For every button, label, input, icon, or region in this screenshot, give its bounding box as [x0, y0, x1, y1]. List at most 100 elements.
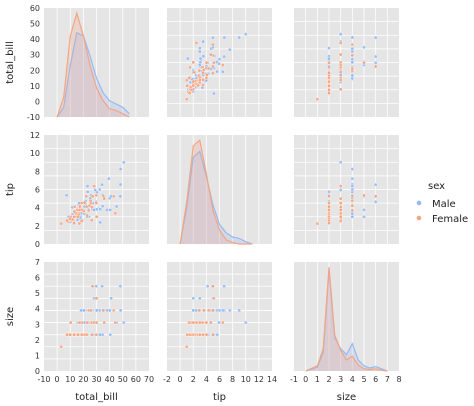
point-female [79, 332, 84, 337]
point-male [98, 220, 103, 225]
point-female [315, 221, 320, 226]
point-male [237, 308, 242, 313]
point-female [89, 218, 94, 223]
y-tick-label: 4 [35, 305, 40, 314]
point-female [184, 78, 189, 83]
panel-size-vs-tip: -2 0 2 4 6 8 10 12 14 [163, 262, 277, 384]
point-male [210, 35, 215, 40]
point-female [65, 218, 69, 223]
point-male [217, 57, 222, 62]
point-male [222, 54, 227, 59]
point-female [362, 193, 366, 198]
point-female [327, 201, 331, 205]
point-male [327, 46, 331, 50]
point-female [65, 332, 69, 337]
point-female [220, 63, 225, 67]
point-male [118, 182, 123, 187]
point-female [211, 60, 216, 65]
y-tick-label: 12 [30, 131, 40, 140]
point-male [201, 39, 206, 44]
point-male [215, 69, 220, 74]
kde-line-female [179, 139, 253, 245]
x-axis-label-size: size [337, 392, 356, 403]
point-female [327, 83, 331, 88]
point-male [185, 56, 190, 61]
point-female [84, 194, 89, 199]
y-tick-label: -10 [27, 113, 40, 122]
point-female [338, 196, 343, 201]
point-female [362, 60, 366, 65]
point-female [76, 214, 81, 219]
point-female [90, 205, 94, 210]
x-tick-label: 10 [65, 375, 75, 384]
point-female [197, 320, 202, 325]
x-axis-label-tip: tip [213, 392, 226, 403]
x-tick-label: 0 [178, 375, 183, 384]
point-male [108, 207, 113, 212]
point-male [85, 184, 90, 189]
point-male [93, 188, 98, 192]
point-female [196, 83, 201, 88]
point-female [90, 284, 95, 289]
point-male [118, 167, 123, 172]
point-female [327, 75, 331, 80]
point-male [205, 284, 210, 289]
point-female [90, 194, 95, 199]
point-male [362, 207, 366, 212]
x-tick-label: -2 [163, 375, 171, 384]
point-female [338, 207, 343, 212]
legend-label-male: Male [432, 199, 456, 210]
legend-marker-male [416, 200, 422, 206]
point-male [373, 54, 378, 59]
point-male [85, 189, 90, 194]
kde-area-male [180, 151, 253, 244]
point-male [373, 182, 378, 187]
y-tick-label: 6 [35, 186, 40, 195]
x-tick-label: 12 [254, 375, 264, 384]
y-tick-label: 50 [30, 20, 40, 29]
x-tick-label: 0 [55, 375, 60, 384]
x-tick-label: 10 [241, 375, 251, 384]
point-female [184, 344, 189, 349]
point-female [191, 79, 196, 84]
y-tick-label: 20 [30, 66, 40, 75]
point-female [77, 221, 82, 226]
x-tick-label: 6 [217, 375, 222, 384]
point-male [350, 35, 355, 40]
point-male [94, 308, 99, 313]
point-female [327, 60, 331, 65]
point-male [373, 60, 378, 65]
y-tick-label: 40 [30, 35, 40, 44]
panel-tip-vs-tip [167, 135, 272, 245]
x-tick-label: 6 [373, 375, 378, 384]
point-female [189, 88, 194, 92]
point-male [94, 284, 99, 289]
point-female [185, 83, 190, 88]
y-tick-label: 30 [30, 51, 40, 60]
point-female [68, 320, 73, 325]
point-female [86, 208, 91, 213]
point-female [338, 60, 343, 65]
point-female [94, 201, 99, 205]
point-female [59, 221, 64, 226]
point-male [362, 45, 366, 50]
y-axis-label-total_bill: total_bill [5, 41, 16, 84]
y-tick-label: 3 [35, 320, 40, 329]
x-tick-label: 1 [315, 375, 320, 384]
point-male [191, 308, 196, 313]
point-female [338, 52, 343, 57]
panel-total_bill-vs-tip [167, 8, 272, 117]
point-female [338, 41, 343, 45]
legend-title: sex [428, 181, 445, 192]
point-female [327, 220, 331, 225]
x-tick-label: 30 [91, 375, 101, 384]
point-female [350, 208, 355, 213]
point-male [197, 63, 202, 67]
point-female [327, 65, 331, 70]
x-axis-labels: total_bill tip size [75, 392, 356, 403]
point-male [191, 296, 196, 301]
point-female [220, 320, 225, 325]
kde-line-female [305, 267, 388, 372]
